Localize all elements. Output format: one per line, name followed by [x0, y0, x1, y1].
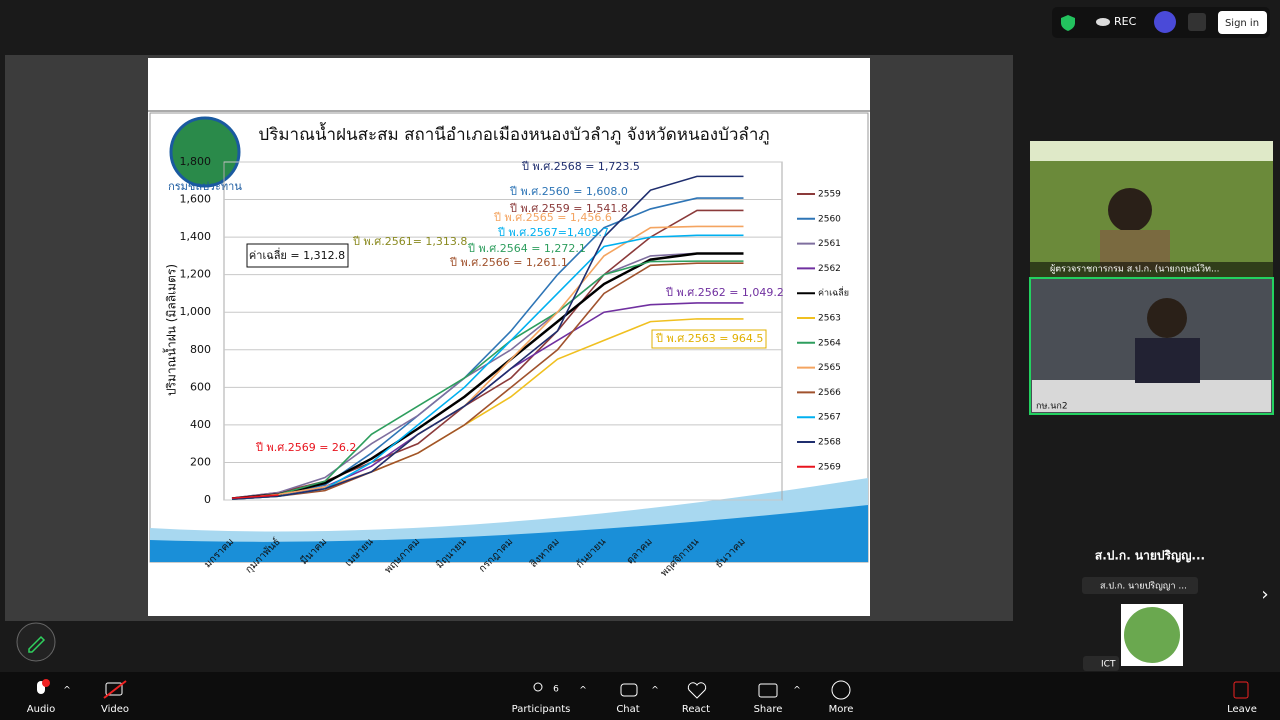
- legend-label: 2563: [818, 314, 841, 324]
- annotation: ปี พ.ศ.2565 = 1,456.6: [493, 211, 612, 224]
- y-tick-label: 600: [190, 380, 211, 393]
- annotation: ปี พ.ศ.2568 = 1,723.5: [521, 160, 640, 173]
- ict-chip: [1083, 656, 1119, 671]
- series-line: [231, 252, 744, 500]
- y-tick-label: 400: [190, 418, 211, 431]
- annotation: ปี พ.ศ.2563 = 964.5: [655, 332, 763, 345]
- logo: [169, 116, 241, 188]
- active-speaker: ส.ป.ก. นายปริญญ...: [1095, 549, 1205, 563]
- react-label[interactable]: React: [682, 704, 710, 715]
- annotation: ปี พ.ศ.2569 = 26.2: [255, 441, 356, 454]
- annotation: ปี พ.ศ.2564 = 1,272.1: [467, 242, 586, 255]
- annotation: ปี พ.ศ.2561= 1,313.8: [352, 235, 467, 248]
- annotation: ปี พ.ศ.2566 = 1,261.1: [449, 256, 568, 269]
- annotation-box: [651, 329, 767, 349]
- rec-label[interactable]: REC: [1114, 15, 1137, 28]
- legend-label: 2564: [818, 338, 841, 348]
- video-icon[interactable]: [105, 682, 123, 696]
- legend-label: 2568: [818, 438, 841, 448]
- shield-icon[interactable]: [1061, 15, 1075, 31]
- person-2: [1147, 298, 1187, 338]
- legend-label: 2559: [818, 190, 841, 200]
- y-tick-label: 1,800: [180, 155, 212, 168]
- react-icon[interactable]: [687, 682, 707, 699]
- annotation: ปี พ.ศ.2567=1,409.7: [497, 226, 609, 239]
- ai-icon[interactable]: [1154, 11, 1176, 33]
- avatar-logo: [1124, 607, 1180, 663]
- video-slash: [103, 680, 127, 699]
- legend-label: 2569: [818, 462, 841, 472]
- y-tick-label: 1,000: [180, 305, 212, 318]
- annotation: ปี พ.ศ.2559 = 1,541.8: [509, 202, 628, 215]
- series-line: [231, 197, 744, 499]
- annotation: ปี พ.ศ.2560 = 1,608.0: [509, 185, 628, 198]
- share-label[interactable]: Share: [754, 704, 783, 715]
- y-tick-label: 1,200: [180, 268, 212, 281]
- cloud-icon: [1096, 18, 1110, 26]
- leave-label[interactable]: Leave: [1227, 704, 1257, 715]
- sign-in-label[interactable]: Sign in: [1225, 18, 1259, 29]
- legend-label: 2560: [818, 214, 841, 224]
- person-2-body: [1135, 338, 1200, 383]
- mic-badge: [42, 679, 50, 687]
- toolbar: [0, 672, 1280, 720]
- tile-2-name: กษ.นก2: [1036, 402, 1068, 412]
- legend-label: 2565: [818, 363, 841, 373]
- video-label[interactable]: Video: [101, 704, 129, 715]
- participant-count: 6: [553, 685, 559, 695]
- layout-icon[interactable]: [1188, 13, 1206, 31]
- sign-in-button[interactable]: [1218, 11, 1267, 34]
- more-icon[interactable]: [831, 680, 851, 700]
- chat-caret[interactable]: ^: [651, 686, 659, 696]
- chart-title: ปริมาณน้ำฝนสะสม สถานีอำเภอเมืองหนองบัวลำ…: [258, 122, 769, 145]
- participants-icon[interactable]: [533, 682, 543, 692]
- chat-label[interactable]: Chat: [616, 704, 639, 715]
- y-axis-label: ปริมาณน้ำฝน (มิลลิเมตร): [163, 264, 179, 396]
- annotation: ปี พ.ศ.2562 = 1,049.2: [665, 286, 784, 299]
- legend-label: ค่าเฉลี่ย: [818, 286, 849, 299]
- legend-label: 2561: [818, 239, 841, 249]
- logo-text: กรมชลประทาน: [168, 180, 242, 193]
- speaker-label: ส.ป.ก. นายปริญญา ...: [1100, 581, 1187, 592]
- y-tick-label: 0: [204, 493, 211, 506]
- series-line: [231, 260, 744, 500]
- desk: [1032, 380, 1271, 412]
- average-box-label: ค่าเฉลี่ย = 1,312.8: [249, 247, 345, 262]
- audio-label[interactable]: Audio: [27, 704, 55, 715]
- share-caret[interactable]: ^: [793, 686, 801, 696]
- legend-label: 2566: [818, 388, 841, 398]
- ict-label: ICT: [1101, 660, 1116, 670]
- audio-caret[interactable]: ^: [63, 686, 71, 696]
- more-label[interactable]: More: [829, 704, 854, 715]
- wave-dark: [150, 505, 868, 562]
- y-tick-label: 1,400: [180, 230, 212, 243]
- chat-icon[interactable]: [620, 683, 638, 697]
- series-line: [231, 494, 279, 499]
- tile-1-caption: [1030, 262, 1273, 277]
- legend-label: 2562: [818, 264, 841, 274]
- legend-label: 2567: [818, 413, 841, 423]
- tile-1-name: ผู้ตรวจราชการกรม ส.ป.ก. (นายกฤษณ์วิท...: [1050, 263, 1220, 275]
- series-line: [231, 175, 744, 500]
- y-tick-label: 800: [190, 343, 211, 356]
- y-tick-label: 1,600: [180, 193, 212, 206]
- participants-label[interactable]: Participants: [512, 704, 571, 715]
- leave-icon[interactable]: [1233, 681, 1249, 699]
- next-arrow[interactable]: ›: [1261, 584, 1268, 605]
- series-line: [231, 225, 744, 500]
- participants-caret[interactable]: ^: [579, 686, 587, 696]
- speaker-chip: [1082, 577, 1198, 594]
- pen-icon: [28, 635, 46, 653]
- average-box: [246, 243, 349, 268]
- share-icon[interactable]: [758, 683, 778, 698]
- person-1: [1108, 188, 1152, 232]
- tile-1-banner: [1030, 141, 1273, 161]
- series-line: [231, 262, 744, 500]
- y-tick-label: 200: [190, 455, 211, 468]
